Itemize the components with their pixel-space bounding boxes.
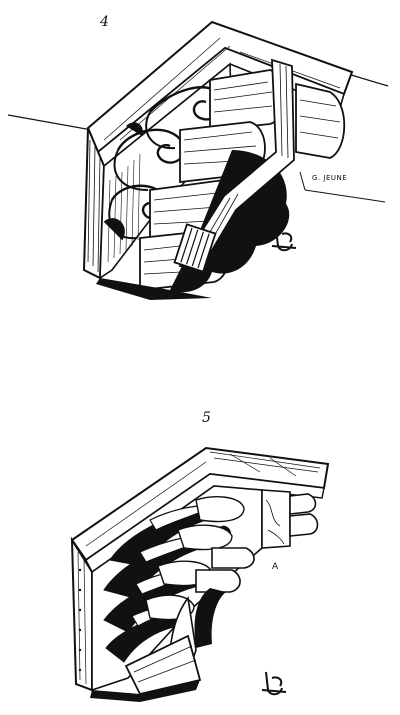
label-b: B [200,598,207,608]
artist-signature: G. JEUNE [312,174,348,182]
monogram-mark-5 [261,671,287,696]
figure-5-number: 5 [202,410,211,426]
monogram-mark-4 [271,227,297,252]
figure-4-number: 4 [100,14,109,30]
label-a: A [272,562,279,572]
